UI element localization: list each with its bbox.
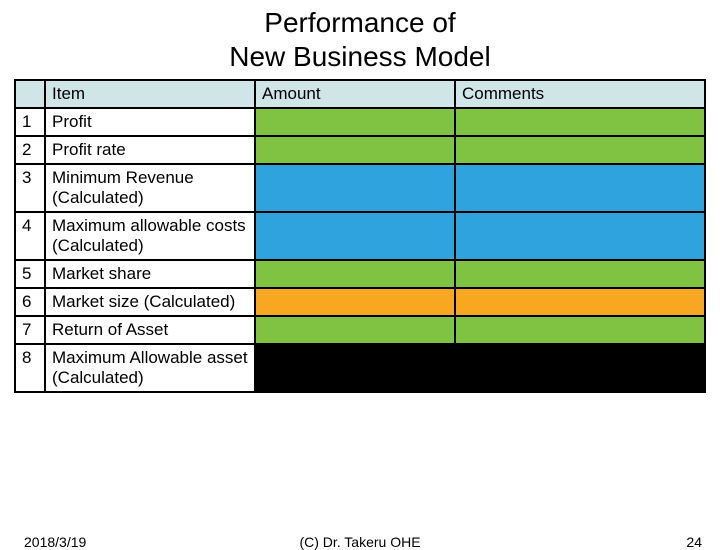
table-row: 8Maximum Allowable asset (Calculated) — [15, 344, 705, 392]
row-amount — [255, 108, 455, 136]
table-row: 7Return of Asset — [15, 316, 705, 344]
row-item: Return of Asset — [45, 316, 255, 344]
row-amount — [255, 260, 455, 288]
row-comments — [455, 288, 705, 316]
row-number: 6 — [15, 288, 45, 316]
header-amount: Amount — [255, 80, 455, 108]
row-number: 7 — [15, 316, 45, 344]
row-amount — [255, 164, 455, 212]
row-amount — [255, 288, 455, 316]
row-number: 3 — [15, 164, 45, 212]
row-amount — [255, 136, 455, 164]
table-header-row: Item Amount Comments — [15, 80, 705, 108]
slide-title: Performance of New Business Model — [0, 0, 720, 73]
row-comments — [455, 316, 705, 344]
row-number: 2 — [15, 136, 45, 164]
row-comments — [455, 344, 705, 392]
row-number: 1 — [15, 108, 45, 136]
row-comments — [455, 212, 705, 260]
row-comments — [455, 136, 705, 164]
table-row: 6Market size (Calculated) — [15, 288, 705, 316]
row-amount — [255, 316, 455, 344]
row-item: Profit rate — [45, 136, 255, 164]
row-comments — [455, 260, 705, 288]
table-row: 5Market share — [15, 260, 705, 288]
performance-table: Item Amount Comments 1Profit2Profit rate… — [14, 79, 706, 393]
row-comments — [455, 164, 705, 212]
footer-copyright: (C) Dr. Takeru OHE — [0, 534, 720, 550]
table-row: 2Profit rate — [15, 136, 705, 164]
header-comments: Comments — [455, 80, 705, 108]
row-item: Market size (Calculated) — [45, 288, 255, 316]
table-row: 3Minimum Revenue (Calculated) — [15, 164, 705, 212]
header-item: Item — [45, 80, 255, 108]
footer-page: 24 — [686, 534, 702, 550]
row-number: 8 — [15, 344, 45, 392]
row-amount — [255, 344, 455, 392]
row-number: 5 — [15, 260, 45, 288]
title-line-1: Performance of — [264, 7, 455, 38]
row-comments — [455, 108, 705, 136]
table-row: 4Maximum allowable costs (Calculated) — [15, 212, 705, 260]
table-row: 1Profit — [15, 108, 705, 136]
row-item: Maximum allowable costs (Calculated) — [45, 212, 255, 260]
header-blank — [15, 80, 45, 108]
row-amount — [255, 212, 455, 260]
row-item: Minimum Revenue (Calculated) — [45, 164, 255, 212]
row-item: Maximum Allowable asset (Calculated) — [45, 344, 255, 392]
row-item: Market share — [45, 260, 255, 288]
title-line-2: New Business Model — [229, 41, 490, 72]
row-number: 4 — [15, 212, 45, 260]
row-item: Profit — [45, 108, 255, 136]
